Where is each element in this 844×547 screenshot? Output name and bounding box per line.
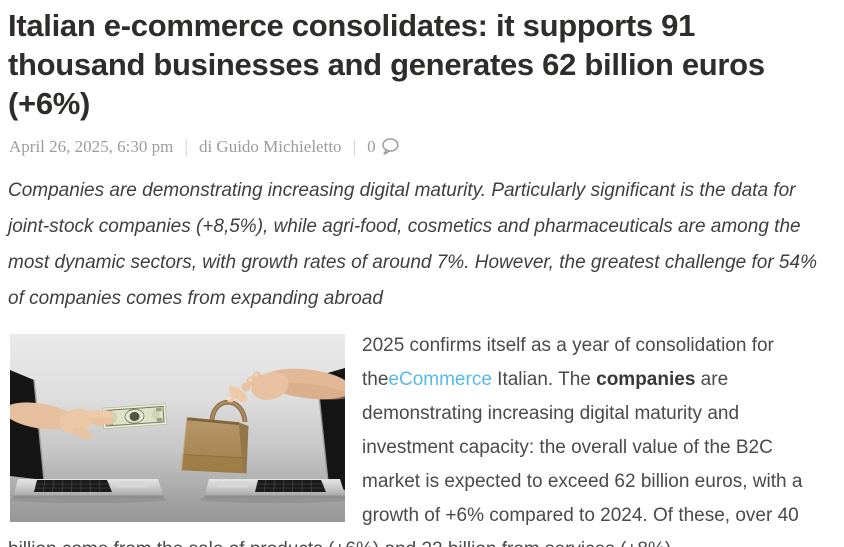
paper-shopping-bag	[181, 417, 249, 474]
pinch-fingertip	[226, 394, 235, 403]
article-lead: Companies are demonstrating increasing d…	[8, 180, 817, 309]
comment-bubble-icon	[381, 138, 399, 155]
body-part3: are demonstrating increasing digital mat…	[8, 369, 803, 547]
left-laptop-base	[13, 479, 164, 499]
companies-bold: companies	[596, 369, 696, 390]
body-part1: 2025 confirms itself as a year of consol…	[362, 335, 774, 390]
author-link[interactable]: di Guido Michieletto	[198, 136, 342, 156]
meta-separator: |	[352, 136, 357, 156]
article-date: April 26, 2025, 6:30 pm	[9, 136, 174, 156]
ecommerce-exchange-illustration	[10, 334, 345, 522]
meta-separator: |	[184, 136, 188, 156]
body-part2: Italian. The	[491, 369, 597, 390]
article-meta: April 26, 2025, 6:30 pm | di Guido Michi…	[9, 136, 828, 157]
article-title: Italian e-commerce consolidates: it supp…	[8, 8, 765, 121]
left-hand-fingertips	[98, 410, 114, 425]
bag-handle	[209, 399, 248, 423]
article-image	[10, 334, 345, 522]
article-content: 2025 confirms itself as a year of consol…	[8, 329, 828, 547]
article-body-text: 2025 confirms itself as a year of consol…	[8, 329, 828, 547]
comments-link[interactable]: 0	[367, 137, 399, 157]
ecommerce-link[interactable]: eCommerce	[388, 369, 492, 390]
hand-holding-bag	[228, 368, 345, 403]
comments-count: 0	[367, 136, 376, 156]
dollar-bill	[102, 403, 167, 429]
right-laptop-base	[204, 479, 345, 499]
